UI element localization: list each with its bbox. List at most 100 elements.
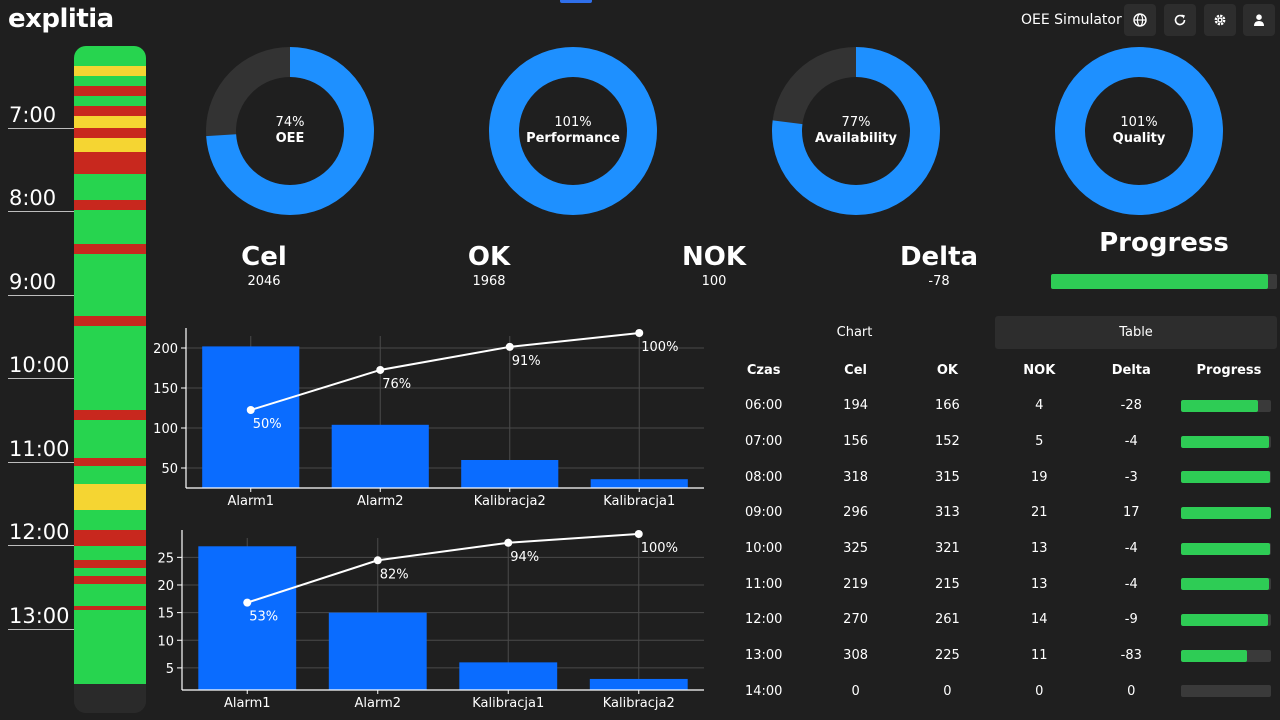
x-tick-label: Kalibracja1	[472, 696, 544, 711]
timeline-segment-run	[74, 46, 146, 66]
cumulative-point	[376, 365, 385, 374]
timeline-tick	[8, 295, 74, 296]
shift-timeline	[74, 46, 146, 713]
bar	[202, 346, 300, 488]
table-row: 09:00 296 313 21 17	[714, 495, 1277, 531]
cell-delta: -83	[1120, 648, 1142, 664]
cell-progress	[1181, 638, 1277, 674]
refresh-button[interactable]	[1164, 4, 1196, 36]
cell-cel: 296	[843, 505, 868, 521]
donut-chart	[489, 47, 657, 215]
cell-nok: 19	[1031, 469, 1048, 485]
tab-table[interactable]: Table	[995, 316, 1277, 349]
cell-nok: 13	[1031, 541, 1048, 557]
stat-value: 1968	[472, 274, 506, 289]
cell-ok: 215	[935, 576, 960, 592]
cell-nok: 21	[1031, 505, 1048, 521]
logo: explitia	[8, 4, 114, 34]
cell-cel: 308	[843, 648, 868, 664]
timeline-tick	[8, 545, 74, 546]
donut-arc	[1055, 47, 1223, 215]
y-tick-label: 15	[157, 607, 174, 622]
cell-nok: 13	[1031, 576, 1048, 592]
timeline-segment-run	[74, 352, 146, 410]
timeline-tick	[8, 211, 74, 212]
timeline-segment-run	[74, 420, 146, 458]
bar	[198, 546, 297, 690]
cell-ok: 321	[935, 541, 960, 557]
row-progress-fill	[1181, 399, 1259, 412]
x-tick-label: Alarm1	[224, 696, 271, 711]
cell-delta: -28	[1120, 398, 1142, 414]
cumulative-point	[246, 406, 255, 414]
timeline-segment-run	[74, 510, 146, 530]
column-header: Cel	[844, 362, 867, 378]
timeline-label: 12:00	[9, 520, 70, 544]
timeline-segment-empty	[74, 684, 146, 713]
timeline-segment-run	[74, 174, 146, 200]
globe-icon	[1133, 13, 1147, 27]
app-title: OEE Simulator	[1021, 12, 1122, 28]
timeline-label: 13:00	[9, 604, 70, 628]
row-progress-bar	[1181, 578, 1271, 591]
cell-delta: 17	[1122, 505, 1140, 521]
cell-ok: 152	[935, 434, 960, 450]
cell-nok: 5	[1035, 434, 1044, 450]
progress-bar	[1051, 274, 1277, 289]
cell-time: 12:00	[744, 612, 783, 628]
cell-nok: 0	[1035, 683, 1044, 699]
cell-progress	[1181, 424, 1277, 460]
timeline-segment-warn	[74, 116, 146, 128]
timeline-tick	[8, 378, 74, 379]
timeline-segment-stop	[74, 316, 146, 326]
cumulative-point	[634, 530, 643, 538]
y-tick-label: 20	[157, 579, 174, 594]
table-row: 11:00 219 215 13 -4	[714, 566, 1277, 602]
donut-percent: 101%	[554, 115, 592, 130]
quality-donut: 101% Quality	[1054, 46, 1224, 216]
cell-time: 07:00	[744, 434, 783, 450]
y-tick-label: 25	[157, 551, 174, 566]
donut-label: Performance	[526, 131, 620, 146]
cell-ok: 166	[935, 398, 960, 414]
cumulative-label: 100%	[641, 541, 678, 556]
cell-cel: 0	[851, 683, 860, 699]
row-progress-bar	[1181, 685, 1271, 698]
x-tick-label: Alarm2	[354, 696, 401, 711]
row-progress-fill	[1181, 471, 1271, 484]
timeline-segment-stop	[74, 576, 146, 584]
cell-progress	[1181, 495, 1277, 531]
bar	[461, 460, 559, 488]
y-tick-label: 10	[157, 634, 174, 649]
performance-donut: 101% Performance	[488, 46, 658, 216]
timeline-segment-warn	[74, 484, 146, 510]
timeline-label: 7:00	[9, 103, 57, 127]
stat-label: Cel	[241, 242, 287, 272]
user-button[interactable]	[1243, 4, 1275, 36]
tab-chart[interactable]: Chart	[836, 325, 873, 340]
row-progress-fill	[1181, 506, 1271, 519]
donut-percent: 77%	[841, 115, 871, 130]
cumulative-line	[250, 332, 640, 411]
cell-delta: -9	[1124, 612, 1138, 628]
timeline-segment-run	[74, 584, 146, 606]
timeline-segment-stop	[74, 152, 146, 174]
timeline-segment-stop	[74, 530, 146, 546]
cumulative-label: 91%	[512, 354, 541, 369]
table-row: 14:00 0 0 0 0	[714, 674, 1277, 710]
cell-ok: 0	[943, 683, 952, 699]
language-button[interactable]	[1124, 4, 1156, 36]
settings-button[interactable]	[1204, 4, 1236, 36]
cell-time: 13:00	[744, 648, 783, 664]
timeline-segment-stop	[74, 560, 146, 568]
cell-delta: -4	[1124, 434, 1138, 450]
cell-delta: -4	[1124, 576, 1138, 592]
cell-progress	[1181, 674, 1277, 710]
view-tabs: Chart Table	[714, 316, 1277, 349]
table-row: 07:00 156 152 5 -4	[714, 424, 1277, 460]
row-progress-fill	[1181, 649, 1247, 662]
cell-progress	[1181, 531, 1277, 567]
cell-cel: 219	[843, 576, 868, 592]
y-tick-label: 150	[153, 382, 178, 397]
row-progress-fill	[1181, 542, 1271, 555]
